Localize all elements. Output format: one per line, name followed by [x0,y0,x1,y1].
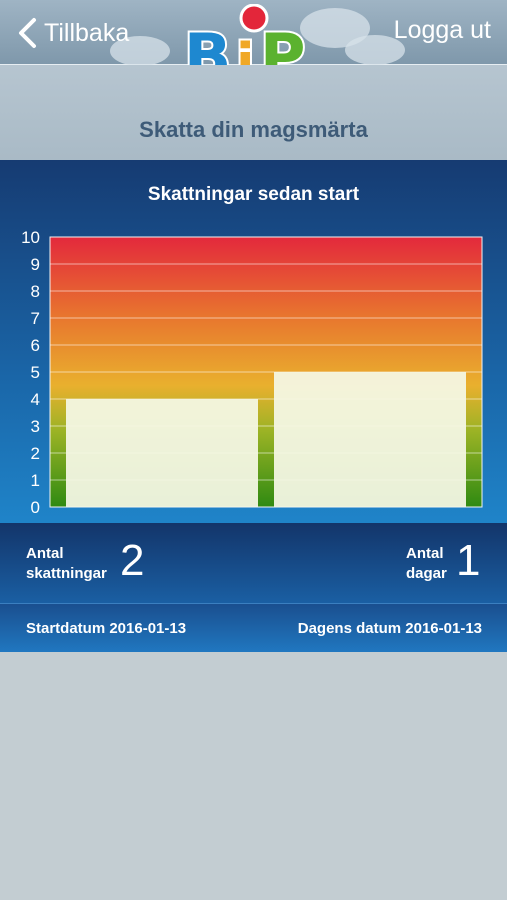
rating-count-label-line1: Antal [26,545,64,562]
rating-count-value: 2 [120,536,145,585]
y-tick-label: 0 [31,498,40,517]
rating-count-label-line2: skattningar [26,565,107,582]
stats-band: Antal skattningar 2 Antal dagar 1 [0,523,507,603]
y-tick-label: 4 [31,390,40,409]
y-tick-label: 1 [31,471,40,490]
title-band [0,65,507,160]
day-count-label-line1: Antal [406,545,444,562]
y-tick-label: 3 [31,417,40,436]
chart-bar [66,399,258,507]
date-band: Startdatum 2016-01-13 Dagens datum 2016-… [0,603,507,652]
current-date: Dagens datum 2016-01-13 [297,620,482,637]
back-label: Tillbaka [44,18,130,47]
cloud-decoration [345,35,405,65]
chart-panel: Skattningar sedan start 0 1 2 3 4 5 6 7 8 9 10 [0,160,507,523]
rating-count-label: Antal skattningar [26,544,107,584]
y-tick-label: 10 [21,228,40,247]
day-count-label: Antal dagar [406,544,447,584]
chevron-left-icon [19,18,36,48]
chart-title: Skattningar sedan start [147,184,360,205]
y-tick-label: 7 [31,309,40,328]
back-button[interactable]: Tillbaka [14,16,129,50]
day-count-label-line2: dagar [406,565,447,582]
start-date: Startdatum 2016-01-13 [26,620,187,637]
cloud-decoration [110,36,170,66]
page-title: Skatta din magsmärta [139,117,368,142]
chart-bar [274,372,466,507]
y-tick-label: 6 [31,336,40,355]
day-count-value: 1 [456,536,481,585]
pain-rating-chart: 0 1 2 3 4 5 6 7 8 9 10 [21,228,483,517]
y-tick-label: 9 [31,255,40,274]
logout-button[interactable]: Logga ut [393,16,491,44]
y-tick-label: 8 [31,282,40,301]
y-tick-label: 5 [31,363,40,382]
y-tick-label: 2 [31,444,40,463]
